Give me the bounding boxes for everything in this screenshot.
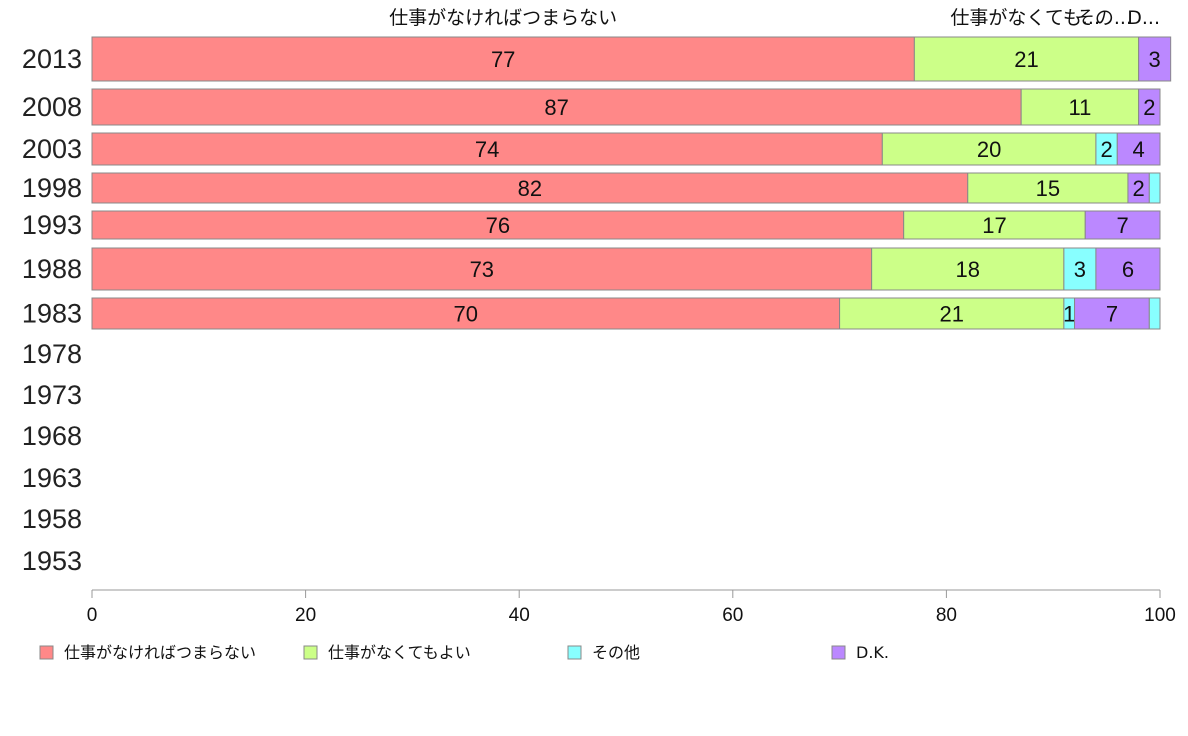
bar-value-label-2008-2: 11 [1068, 95, 1091, 120]
bar-value-label-2008-1: 87 [544, 95, 568, 120]
x-axis: 0 20 40 60 80 100 [87, 589, 1176, 626]
bar-value-label-2003-2: 20 [977, 137, 1001, 162]
bar-segment-2013-2 [913, 36, 1140, 82]
legend-label-1: 仕事がなければつまらない [64, 643, 256, 662]
legend-swatch-2 [303, 645, 318, 660]
bar-value-label-2013-4: 3 [1149, 47, 1161, 72]
category-headers: 仕事がなければつまらない 仕事がなくても...その...D... [389, 7, 1160, 29]
x-tick-label-80: 80 [936, 605, 957, 626]
year-label-2003: 2003 [22, 134, 82, 164]
year-label-2013: 2013 [22, 44, 82, 74]
bar-value-label-1993-1: 76 [486, 213, 510, 238]
bar-segment-1988-1 [91, 247, 873, 291]
legend-label-4: D.K. [856, 643, 889, 662]
bar-segment-2008-4 [1138, 88, 1161, 126]
bar-segment-1983-2 [839, 297, 1065, 330]
bar-value-label-2008-4: 2 [1143, 95, 1155, 120]
x-tick-label-0: 0 [87, 605, 98, 626]
top-header-4: D... [1127, 7, 1160, 29]
bar-segment-2013-4 [1138, 36, 1172, 82]
bar-value-label-1988-4: 6 [1122, 257, 1134, 282]
top-header-1: 仕事がなければつまらない [389, 7, 617, 29]
bar-value-label-1988-2: 18 [956, 257, 980, 282]
bar-value-label-1983-3: 1 [1063, 302, 1075, 327]
bar-segment-2003-1 [91, 132, 883, 166]
bar-value-label-2013-1: 77 [491, 47, 515, 72]
top-header-2: 仕事がなくても... [950, 7, 1100, 29]
bar-value-label-2003-4: 4 [1133, 137, 1145, 162]
year-label-1958: 1958 [22, 504, 82, 534]
legend-label-3: その他 [592, 643, 640, 662]
bar-segment-1993-4 [1084, 210, 1161, 240]
legend-swatch-4 [831, 645, 846, 660]
bar-segment-2003-4 [1116, 132, 1161, 166]
legend-swatch-1 [39, 645, 54, 660]
bar-segment-1983-1 [91, 297, 841, 330]
x-tick-label-100: 100 [1144, 605, 1176, 626]
year-label-1983: 1983 [22, 299, 82, 329]
bar-segment-1998-2 [967, 172, 1129, 204]
bar-value-label-2003-3: 2 [1100, 137, 1112, 162]
year-label-1973: 1973 [22, 380, 82, 410]
x-tick-label-40: 40 [509, 605, 530, 626]
year-label-2008: 2008 [22, 92, 82, 122]
bar-value-label-1998-4: 2 [1133, 176, 1145, 201]
bar-segment-1988-2 [871, 247, 1065, 291]
bar-segment-1998-remainder [1148, 172, 1161, 204]
bar-value-label-1983-4: 7 [1106, 302, 1118, 327]
bar-value-label-2003-1: 74 [475, 137, 499, 162]
bar-value-label-1993-4: 7 [1116, 213, 1128, 238]
year-label-1998: 1998 [22, 173, 82, 203]
year-label-1963: 1963 [22, 463, 82, 493]
x-tick-label-60: 60 [722, 605, 743, 626]
year-label-1993: 1993 [22, 210, 82, 240]
top-header-3: その... [1076, 7, 1132, 29]
bar-value-label-1998-2: 15 [1036, 176, 1060, 201]
bar-value-label-1983-2: 21 [939, 302, 963, 327]
bar-value-label-1998-1: 82 [518, 176, 542, 201]
bar-value-label-1988-1: 73 [470, 257, 494, 282]
bar-segment-1988-4 [1095, 247, 1161, 291]
legend-label-2: 仕事がなくてもよい [328, 643, 471, 662]
year-label-1968: 1968 [22, 421, 82, 451]
legend-swatch-3 [567, 645, 582, 660]
bar-segment-1993-2 [903, 210, 1086, 240]
legend: 仕事がなければつまらない 仕事がなくてもよい その他 D.K. [39, 643, 889, 662]
x-tick-label-20: 20 [295, 605, 316, 626]
bar-value-label-1988-3: 3 [1074, 257, 1086, 282]
year-label-1978: 1978 [22, 339, 82, 369]
bar-segment-2008-2 [1020, 88, 1140, 126]
bar-value-label-2013-2: 21 [1014, 47, 1038, 72]
year-label-1953: 1953 [22, 546, 82, 576]
bar-segment-2003-2 [881, 132, 1097, 166]
bar-value-label-1983-1: 70 [454, 302, 478, 327]
bar-segment-1983-remainder [1148, 297, 1161, 330]
year-label-1988: 1988 [22, 254, 82, 284]
bar-value-label-1993-2: 17 [982, 213, 1006, 238]
